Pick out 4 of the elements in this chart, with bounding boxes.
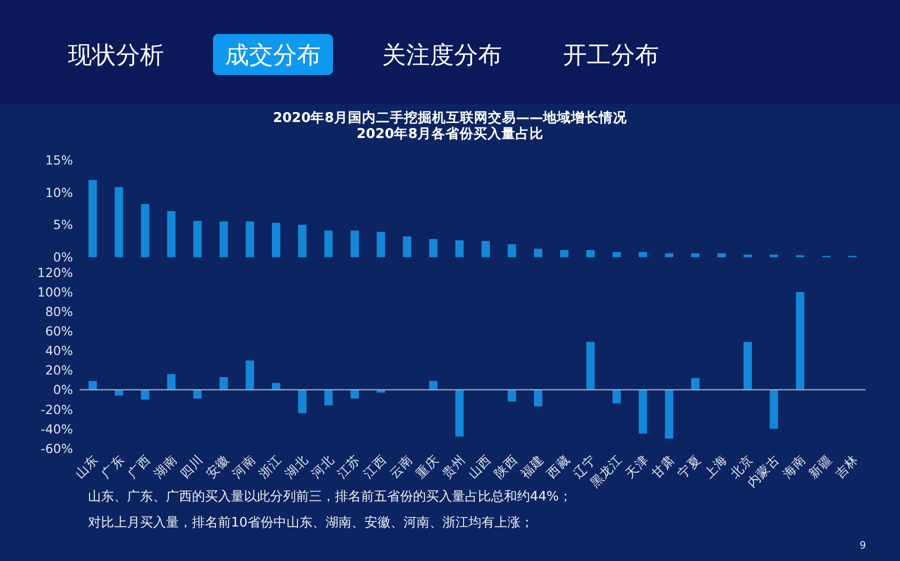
note: 山东、广东、广西的买入量以此分列前三，排名前五省份的买入量占比总和约44%； (88, 490, 572, 504)
title: 2020年8月国内二手挖掘机互联网交易——地域增长情况 (273, 110, 627, 126)
note: 对比上月买入量，排名前10省份中山东、湖南、安徽、河南、浙江均有上涨； (88, 516, 534, 530)
subtitle: 2020年8月各省份买入量占比 (356, 126, 544, 142)
